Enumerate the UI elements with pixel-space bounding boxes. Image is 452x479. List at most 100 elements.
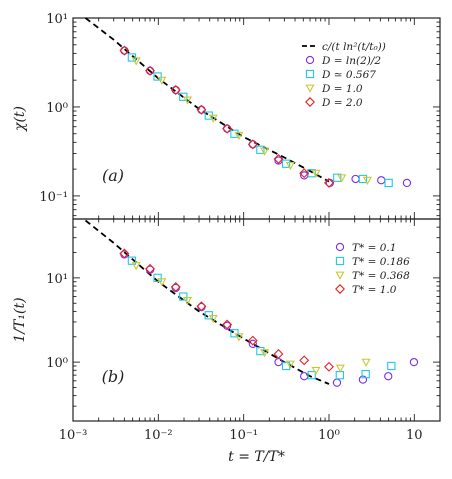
data-point [299, 168, 310, 179]
series-3 [131, 57, 372, 185]
x-tick-label: 10⁻³ [59, 428, 88, 443]
legend-marker [335, 271, 345, 280]
data-point [234, 333, 244, 342]
data-point [247, 139, 258, 150]
series-4 [119, 45, 334, 188]
data-point [153, 72, 162, 81]
x-tick-label: 10⁰ [318, 428, 340, 443]
y-tick-label: 10¹ [46, 272, 68, 287]
y-axis-label: χ(t) [12, 106, 28, 132]
data-point [311, 366, 321, 376]
y-axis-label: 1/T₁(t) [12, 297, 28, 342]
data-point [208, 315, 218, 324]
data-point [131, 57, 141, 66]
data-point [222, 319, 233, 330]
data-point [273, 348, 284, 359]
data-point [119, 248, 130, 259]
data-point [351, 174, 360, 184]
legend-label: T* = 0.1 [352, 242, 396, 254]
data-point [260, 349, 270, 358]
data-point [183, 96, 193, 105]
data-point [131, 262, 141, 271]
data-point [377, 176, 386, 185]
legend-marker [305, 84, 315, 93]
data-point [285, 360, 295, 369]
legend-marker [305, 69, 315, 79]
data-point [274, 357, 283, 367]
data-point [273, 154, 284, 164]
panel-a: 10⁻¹ 10⁰ 10¹ χ(t) (a) c/(t ln²(t/t₀)) D = ln(2… [12, 12, 441, 220]
data-point [337, 174, 347, 183]
data-point [402, 178, 412, 188]
series-1 [120, 46, 412, 188]
legend-marker [335, 284, 345, 294]
plot-frame [72, 218, 441, 422]
legend-fit-label: c/(t ln²(t/t₀)) [322, 41, 386, 53]
legend-marker [305, 55, 315, 65]
data-point [179, 292, 188, 301]
data-point [127, 256, 137, 265]
x-tick-label: 10⁻¹ [229, 428, 258, 443]
panel-label: (b) [102, 367, 125, 386]
data-point [384, 178, 393, 188]
data-point [230, 129, 239, 138]
data-point [281, 159, 291, 168]
series-2 [127, 256, 396, 380]
data-point [196, 301, 207, 312]
x-tick-label: 10⁻² [144, 428, 173, 443]
data-point [285, 162, 295, 171]
data-point [332, 378, 342, 387]
data-point [183, 296, 193, 306]
y-tick-label: 10⁰ [46, 101, 68, 116]
data-point [358, 375, 368, 384]
data-point [145, 65, 156, 76]
fit-line [84, 219, 330, 385]
panel-b: 10⁰ 10¹ 10⁻³ 10⁻² 10⁻¹ 10⁰ 10 1/T₁(t) t = T/T* (b… [12, 218, 441, 465]
series-4 [119, 248, 334, 372]
data-point [361, 369, 370, 379]
data-point [358, 174, 368, 184]
data-point [256, 346, 265, 356]
data-point [157, 76, 167, 85]
data-point [145, 263, 156, 274]
data-point [260, 147, 270, 156]
x-tick-label: 10 [406, 428, 423, 443]
series-3 [131, 262, 371, 376]
data-point [247, 335, 258, 346]
data-point [335, 371, 344, 380]
legend-marker [335, 256, 345, 266]
legend-label: D = 2.0 [321, 97, 363, 109]
data-point [307, 371, 316, 380]
x-axis-label: t = T/T* [228, 449, 285, 465]
data-point [153, 273, 162, 283]
data-point [311, 169, 321, 178]
data-point [234, 131, 244, 141]
data-point [196, 104, 207, 115]
data-point [324, 177, 334, 188]
data-point [208, 114, 218, 123]
legend-marker [335, 242, 345, 252]
legend-label: D = ln(2)/2 [321, 55, 381, 67]
legend-label: D = 1.0 [321, 83, 363, 95]
data-point [384, 372, 393, 381]
data-point [170, 281, 181, 292]
data-point [333, 173, 342, 182]
data-point [157, 278, 167, 287]
data-point [387, 361, 396, 371]
data-point [324, 361, 334, 372]
data-point [299, 355, 310, 366]
legend-label: D ≃ 0.567 [321, 69, 376, 81]
y-tick-label: 10⁻¹ [39, 190, 68, 205]
data-point [256, 145, 265, 154]
panel-label: (a) [102, 166, 124, 185]
legend: c/(t ln²(t/t₀)) D = ln(2)/2 D ≃ 0.567 D = 1… [302, 41, 386, 109]
data-point [170, 85, 181, 95]
data-point [409, 357, 419, 367]
data-point [335, 364, 345, 373]
data-point [361, 358, 371, 367]
y-tick-label: 10¹ [46, 12, 68, 27]
legend-marker [305, 97, 315, 107]
data-point [119, 45, 130, 56]
data-point [300, 372, 309, 381]
